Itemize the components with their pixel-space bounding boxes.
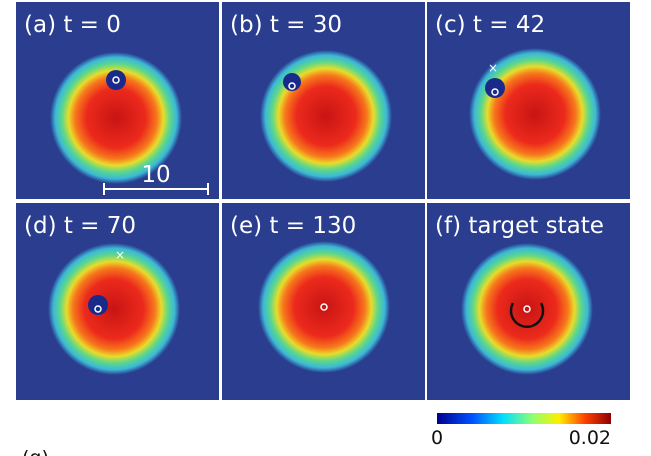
panel: (b) t = 30 — [222, 2, 425, 199]
panel-label: (c) t = 42 — [435, 12, 545, 38]
panel-label: (d) t = 70 — [24, 213, 136, 239]
panel-label: (a) t = 0 — [24, 12, 121, 38]
panel: (f) target state — [427, 203, 630, 400]
panel: (e) t = 130 — [222, 203, 425, 400]
colorbar — [437, 413, 611, 424]
cross-mark: × — [488, 61, 498, 75]
panel-label: (b) t = 30 — [230, 12, 342, 38]
density-blob — [48, 243, 180, 375]
density-blob — [258, 241, 390, 373]
cross-mark: × — [115, 248, 125, 262]
panel-label: (f) target state — [435, 213, 604, 239]
panel: × (c) t = 42 — [427, 2, 630, 199]
panel: (a) t = 0 10 — [16, 2, 219, 199]
colorbar-tick: 0 — [431, 427, 443, 449]
panel: × (d) t = 70 — [16, 203, 219, 400]
density-blob — [260, 50, 392, 182]
subfigure-label: (g) — [22, 447, 49, 456]
panels: (a) t = 0 10 (b) t = 30 × (c) t = 42 × (d) t =… — [16, 2, 630, 400]
vortex-core — [106, 70, 126, 90]
page: {"panels": [ {"label": "(a) t = 0"}, {"l… — [0, 0, 651, 456]
density-blob — [461, 243, 593, 375]
scale-bar-label: 10 — [141, 162, 170, 188]
colorbar-tick: 0.02 — [569, 427, 611, 449]
panel-label: (e) t = 130 — [230, 213, 356, 239]
figure: (a) t = 0 10 (b) t = 30 × (c) t = 42 × (d) t =… — [0, 0, 651, 456]
